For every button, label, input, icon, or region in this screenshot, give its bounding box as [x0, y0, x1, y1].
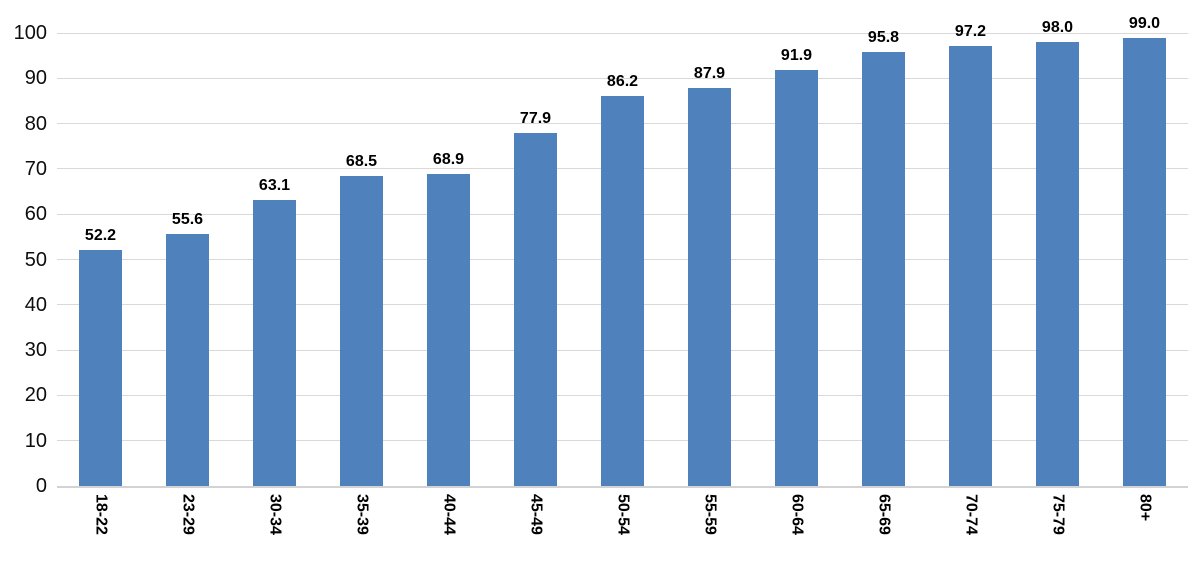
bar-column-30-34: 63.1: [231, 0, 318, 486]
x-slot-45-49: 45-49: [492, 494, 579, 535]
x-slot-65-69: 65-69: [840, 494, 927, 535]
bar-70-74: [948, 45, 993, 486]
bar-50-54: [600, 95, 645, 486]
x-tick-label-60-64: 60-64: [788, 494, 806, 535]
y-tick-label-70: 70: [24, 157, 47, 180]
x-slot-75-79: 75-79: [1014, 494, 1101, 535]
x-axis: 18-22 23-29 30-34 35-39 40-44 45-49 50-54 55-59…: [57, 494, 1188, 535]
x-slot-23-29: 23-29: [144, 494, 231, 535]
x-slot-50-54: 50-54: [579, 494, 666, 535]
x-tick-label-50-54: 50-54: [614, 494, 632, 535]
x-tick-label-80+: 80+: [1136, 494, 1154, 522]
y-tick-label-30: 30: [24, 339, 47, 362]
data-label-40-44: 68.9: [432, 150, 465, 168]
bar-column-65-69: 95.8: [840, 0, 927, 486]
bars-container: 52.2 55.6 63.1 68.5 68.9 77.9 86.2 87.9 91.9 95.8…: [57, 0, 1188, 486]
data-label-18-22: 52.2: [84, 226, 117, 244]
x-slot-60-64: 60-64: [753, 494, 840, 535]
bar-18-22: [78, 249, 123, 486]
bar-55-59: [687, 87, 732, 486]
data-label-70-74: 97.2: [954, 22, 987, 40]
x-tick-label-18-22: 18-22: [92, 494, 110, 535]
data-label-35-39: 68.5: [345, 152, 378, 170]
bar-column-23-29: 55.6: [144, 0, 231, 486]
x-tick-label-65-69: 65-69: [875, 494, 893, 535]
data-label-60-64: 91.9: [780, 46, 813, 64]
bar-60-64: [774, 69, 819, 486]
bar-column-35-39: 68.5: [318, 0, 405, 486]
x-tick-label-75-79: 75-79: [1049, 494, 1067, 535]
gridline-y-90: [57, 77, 1188, 79]
x-tick-label-35-39: 35-39: [353, 494, 371, 535]
bar-65-69: [861, 52, 906, 486]
x-tick-label-55-59: 55-59: [701, 494, 719, 535]
data-label-80+: 99.0: [1128, 14, 1161, 32]
x-axis-line: [57, 486, 1188, 488]
bar-column-80+: 99.0: [1101, 0, 1188, 486]
bar-column-40-44: 68.9: [405, 0, 492, 486]
data-label-65-69: 95.8: [867, 29, 900, 47]
data-label-55-59: 87.9: [693, 64, 726, 82]
y-tick-label-10: 10: [24, 429, 47, 452]
bar-75-79: [1035, 42, 1080, 486]
y-tick-label-50: 50: [24, 248, 47, 271]
x-slot-70-74: 70-74: [927, 494, 1014, 535]
x-tick-label-40-44: 40-44: [440, 494, 458, 535]
x-slot-35-39: 35-39: [318, 494, 405, 535]
y-tick-label-0: 0: [35, 475, 47, 497]
bar-column-45-49: 77.9: [492, 0, 579, 486]
x-slot-18-22: 18-22: [57, 494, 144, 535]
data-label-75-79: 98.0: [1041, 19, 1074, 37]
bar-35-39: [339, 175, 384, 486]
y-tick-label-40: 40: [24, 293, 47, 316]
data-label-50-54: 86.2: [606, 72, 639, 90]
x-tick-label-70-74: 70-74: [962, 494, 980, 535]
data-label-45-49: 77.9: [519, 110, 552, 128]
x-slot-40-44: 40-44: [405, 494, 492, 535]
bar-column-75-79: 98.0: [1014, 0, 1101, 486]
x-slot-80+: 80+: [1101, 494, 1188, 535]
bar-column-55-59: 87.9: [666, 0, 753, 486]
y-tick-label-20: 20: [24, 384, 47, 407]
x-tick-label-45-49: 45-49: [527, 494, 545, 535]
bar-40-44: [426, 173, 471, 486]
bar-30-34: [252, 200, 297, 486]
bar-column-18-22: 52.2: [57, 0, 144, 486]
bar-column-60-64: 91.9: [753, 0, 840, 486]
y-tick-label-60: 60: [24, 203, 47, 226]
bar-45-49: [513, 133, 558, 486]
y-tick-label-100: 100: [13, 22, 47, 44]
x-slot-30-34: 30-34: [231, 494, 318, 535]
y-tick-label-90: 90: [24, 67, 47, 90]
data-label-23-29: 55.6: [171, 211, 204, 229]
bar-80+: [1122, 37, 1167, 486]
x-tick-label-30-34: 30-34: [266, 494, 284, 535]
gridline-y-100: [57, 32, 1188, 34]
y-tick-label-80: 80: [24, 112, 47, 135]
bar-column-70-74: 97.2: [927, 0, 1014, 486]
x-tick-label-23-29: 23-29: [179, 494, 197, 535]
x-slot-55-59: 55-59: [666, 494, 753, 535]
bar-23-29: [165, 234, 210, 486]
bar-column-50-54: 86.2: [579, 0, 666, 486]
data-label-30-34: 63.1: [258, 177, 291, 195]
